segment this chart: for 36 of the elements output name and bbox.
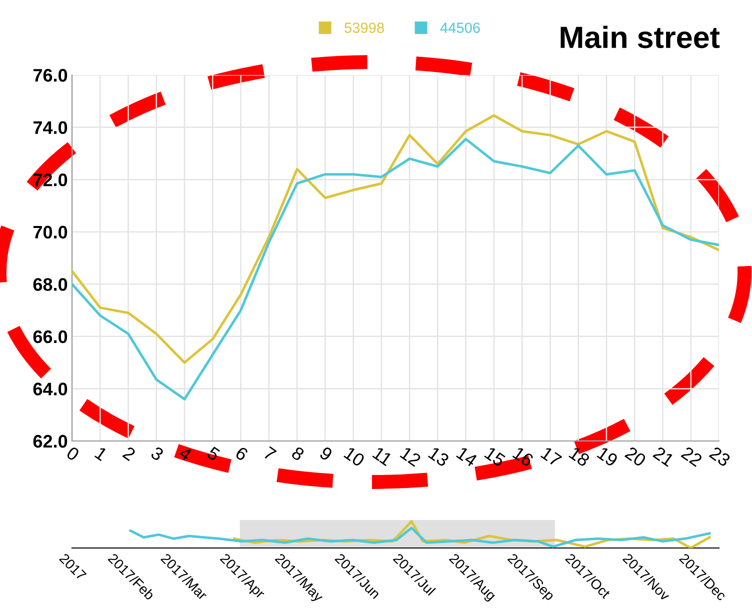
- x-tick-label: 14: [456, 446, 478, 468]
- legend-label: 44506: [440, 22, 480, 33]
- x-tick-label: 11: [372, 446, 393, 466]
- x-tick-label: 7: [262, 446, 277, 462]
- x-tick-label: 9: [318, 446, 334, 462]
- x-tick-label: 10: [343, 446, 366, 468]
- x-tick-label: 20: [624, 446, 647, 468]
- x-tick-label: 12: [400, 446, 422, 467]
- x-tick-label: 13: [428, 446, 450, 468]
- x-tick-label: 2: [122, 446, 136, 462]
- line-series: [72, 138, 719, 400]
- x-tick-label: 19: [596, 446, 619, 468]
- y-tick-label: 64.0: [33, 382, 68, 396]
- x-tick-label: 23: [708, 446, 732, 468]
- x-tick-label: 1: [94, 446, 108, 462]
- x-tick-label: 15: [484, 446, 506, 468]
- chart-title: Main street: [560, 26, 720, 48]
- x-tick-label: 4: [178, 446, 193, 462]
- x-tick-label: 17: [540, 446, 562, 467]
- x-tick-label: 21: [652, 446, 675, 467]
- line-series: [72, 114, 719, 364]
- x-tick-label: 6: [234, 446, 249, 462]
- x-tick-label: 5: [206, 446, 221, 462]
- y-tick-label: 70.0: [33, 226, 68, 239]
- y-tick-label: 68.0: [33, 278, 68, 291]
- y-tick-label: 76.0: [33, 68, 68, 82]
- x-tick-label: 8: [290, 446, 306, 462]
- x-tick-label: 0: [66, 446, 80, 462]
- y-tick-label: 66.0: [33, 330, 68, 344]
- x-tick-label: 16: [512, 446, 534, 468]
- y-tick-label: 74.0: [33, 121, 68, 134]
- x-tick-label: 18: [568, 446, 590, 468]
- x-tick-label: 3: [150, 446, 164, 462]
- x-tick-label: 22: [680, 446, 703, 467]
- legend-label: 53998: [344, 22, 384, 33]
- y-tick-label: 62.0: [33, 434, 68, 448]
